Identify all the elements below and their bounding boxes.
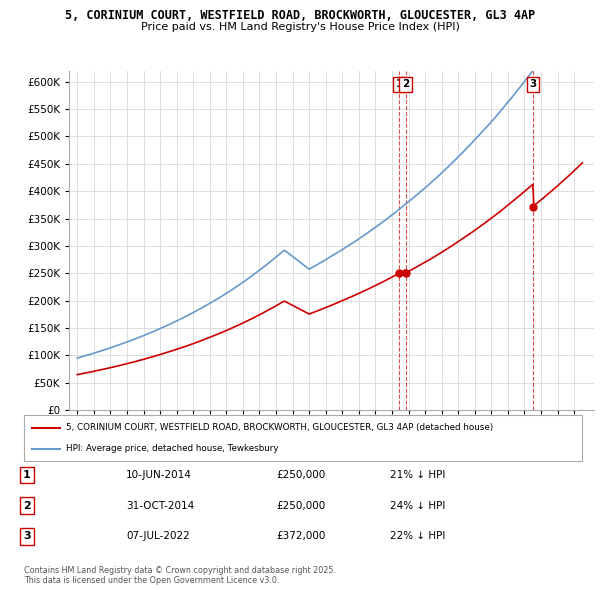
Text: 22% ↓ HPI: 22% ↓ HPI [390,532,445,541]
Text: 2: 2 [23,501,31,510]
Text: 2: 2 [402,79,409,89]
Text: £372,000: £372,000 [276,532,325,541]
Text: £250,000: £250,000 [276,470,325,480]
Text: £250,000: £250,000 [276,501,325,510]
Text: 10-JUN-2014: 10-JUN-2014 [126,470,192,480]
Text: 24% ↓ HPI: 24% ↓ HPI [390,501,445,510]
Text: 3: 3 [529,79,536,89]
FancyBboxPatch shape [24,415,582,461]
Text: 1: 1 [23,470,31,480]
Text: Price paid vs. HM Land Registry's House Price Index (HPI): Price paid vs. HM Land Registry's House … [140,22,460,32]
Text: 1: 1 [395,79,403,89]
Text: 5, CORINIUM COURT, WESTFIELD ROAD, BROCKWORTH, GLOUCESTER, GL3 4AP (detached hou: 5, CORINIUM COURT, WESTFIELD ROAD, BROCK… [66,423,493,432]
Text: Contains HM Land Registry data © Crown copyright and database right 2025.
This d: Contains HM Land Registry data © Crown c… [24,566,336,585]
Text: 3: 3 [23,532,31,541]
Text: 07-JUL-2022: 07-JUL-2022 [126,532,190,541]
Text: HPI: Average price, detached house, Tewkesbury: HPI: Average price, detached house, Tewk… [66,444,278,454]
Text: 31-OCT-2014: 31-OCT-2014 [126,501,194,510]
Text: 21% ↓ HPI: 21% ↓ HPI [390,470,445,480]
Text: 5, CORINIUM COURT, WESTFIELD ROAD, BROCKWORTH, GLOUCESTER, GL3 4AP: 5, CORINIUM COURT, WESTFIELD ROAD, BROCK… [65,9,535,22]
